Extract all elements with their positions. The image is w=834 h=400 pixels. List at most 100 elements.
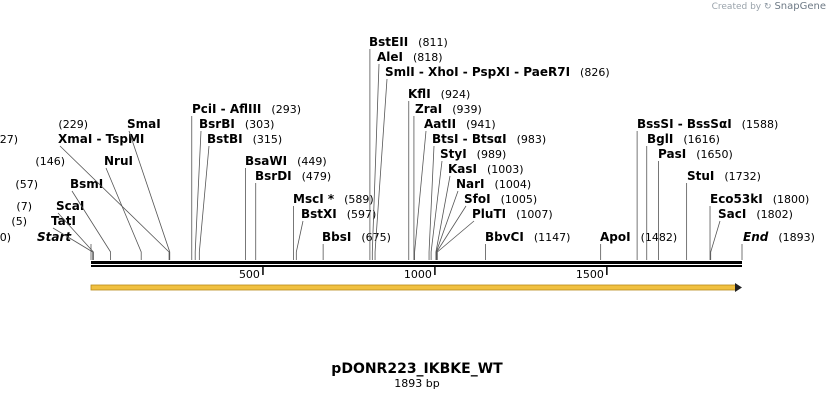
site-position: (1007) [516, 208, 553, 221]
site-name: MscI * [293, 192, 335, 206]
site-name: PasI [658, 147, 686, 161]
site-connector [710, 220, 721, 260]
site-name: ScaI [56, 199, 84, 213]
site-connector [430, 160, 443, 260]
site-position: (1893) [778, 231, 815, 244]
site-connector [128, 130, 171, 260]
site-position: (983) [517, 133, 547, 146]
site-name: PluTI [472, 207, 506, 221]
site-name: ApoI [600, 230, 631, 244]
site-smai[interactable]: SmaI (229) [58, 117, 171, 260]
site-name: AatII [424, 117, 456, 131]
site-bstxi[interactable]: BstXI (597) [295, 207, 377, 260]
site-name: Eco53kI [710, 192, 763, 206]
site-bsawi[interactable]: BsaWI (449) [245, 154, 327, 260]
site-kfli[interactable]: KflI (924) [408, 87, 470, 260]
site-zrai[interactable]: ZraI (939) [413, 102, 482, 260]
snapgene-watermark: Created by ↻ SnapGene [712, 1, 826, 12]
site-name: TatI [51, 214, 76, 228]
site-stui[interactable]: StuI (1732) [686, 169, 761, 260]
site-pcii[interactable]: PciI - AflIII (293) [191, 102, 301, 260]
site-position: (1588) [742, 118, 779, 131]
site-name: Start [37, 230, 72, 244]
site-connector [198, 145, 210, 260]
site-name: BstXI [301, 207, 337, 221]
site-position: (1802) [756, 208, 793, 221]
backbone-bottom [91, 265, 742, 267]
site-position: (7) [16, 200, 32, 213]
site-position: (924) [441, 88, 471, 101]
site-name: AleI [377, 50, 403, 64]
site-position: (1004) [495, 178, 532, 191]
site-aatii[interactable]: AatII (941) [414, 117, 496, 260]
site-name: PciI - AflIII [192, 102, 261, 116]
site-name: BsaWI [245, 154, 287, 168]
site-bsrbi[interactable]: BsrBI (303) [194, 117, 274, 260]
site-position: (826) [580, 66, 610, 79]
site-connector [374, 78, 388, 260]
site-position: (597) [347, 208, 377, 221]
sequence-title: pDONR223_IKBKE_WT [331, 361, 503, 377]
site-tati[interactable]: TatI (5) [11, 214, 94, 260]
site-position: (0) [0, 231, 11, 244]
site-name: KasI [448, 162, 477, 176]
site-position: (1732) [724, 170, 761, 183]
site-start[interactable]: Start (0) [0, 230, 92, 260]
site-position: (449) [297, 155, 327, 168]
site-bsrdi[interactable]: BsrDI (479) [255, 169, 331, 260]
site-connector [57, 212, 94, 260]
site-end[interactable]: End (1893) [741, 230, 815, 260]
site-connector [371, 63, 380, 260]
site-styi[interactable]: StyI (989) [430, 147, 506, 260]
site-apoi[interactable]: ApoI (1482) [600, 230, 677, 260]
site-connector [414, 130, 427, 260]
site-bbvci[interactable]: BbvCI (1147) [485, 230, 570, 260]
site-alei[interactable]: AleI (818) [371, 50, 443, 260]
site-name: NarI [456, 177, 485, 191]
axis-tick-label: 1500 [576, 268, 604, 281]
site-bgli[interactable]: BglI (1616) [646, 132, 720, 260]
site-bsssi[interactable]: BssSI - BssSαI (1588) [636, 117, 779, 260]
site-name: BglI [647, 132, 673, 146]
site-name: StyI [440, 147, 467, 161]
site-name: End [743, 230, 769, 244]
site-connector [295, 220, 304, 260]
site-sfoi[interactable]: SfoI (1005) [436, 192, 538, 260]
axis-tick-label: 500 [239, 268, 260, 281]
site-name: BsrDI [255, 169, 292, 183]
site-bstbi[interactable]: BstBI (315) [198, 132, 283, 260]
site-connector [105, 167, 142, 260]
site-name: SmaI [127, 117, 161, 131]
site-nrui[interactable]: NruI (146) [35, 154, 142, 260]
site-position: (315) [253, 133, 283, 146]
site-connector [436, 220, 475, 260]
site-smli[interactable]: SmlI - XhoI - PspXI - PaeR7I (826) [374, 65, 610, 260]
site-bbsi[interactable]: BbsI (675) [322, 230, 391, 260]
site-name: NruI [104, 154, 133, 168]
site-pasi[interactable]: PasI (1650) [658, 147, 733, 260]
site-position: (1650) [696, 148, 733, 161]
site-pluti[interactable]: PluTI (1007) [436, 207, 553, 260]
site-position: (229) [58, 118, 88, 131]
site-position: (939) [452, 103, 482, 116]
site-eco53ki[interactable]: Eco53kI (1800) [709, 192, 809, 260]
site-position: (146) [35, 155, 65, 168]
site-bsteii[interactable]: BstEII (811) [369, 35, 448, 260]
site-name: SmlI - XhoI - PspXI - PaeR7I [385, 65, 570, 79]
snapgene-logo-icon: ↻ [764, 2, 772, 12]
watermark-brand: SnapGene [774, 1, 826, 12]
site-saci[interactable]: SacI (1802) [710, 207, 793, 260]
feature-arrow-head [735, 283, 742, 292]
feature-arrow-body[interactable] [90, 284, 737, 291]
site-msci[interactable]: MscI * (589) [293, 192, 374, 260]
site-position: (589) [344, 193, 374, 206]
site-btsi[interactable]: BtsI - BtsαI (983) [428, 132, 547, 260]
site-xmai[interactable]: XmaI - TspMI (227) [0, 132, 170, 260]
site-name: BsrBI [199, 117, 235, 131]
site-scai[interactable]: ScaI (7) [16, 199, 94, 260]
site-position: (293) [271, 103, 301, 116]
site-name: XmaI - TspMI [58, 132, 144, 146]
site-name: ZraI [415, 102, 442, 116]
site-position: (1482) [641, 231, 678, 244]
site-name: SfoI [464, 192, 491, 206]
